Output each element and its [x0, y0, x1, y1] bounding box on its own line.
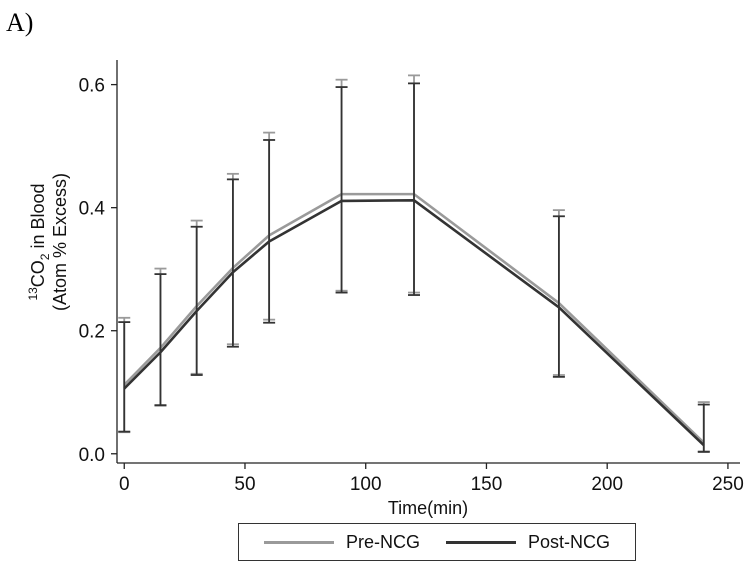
legend-swatch-post: [446, 540, 516, 544]
y-title-isotope: 13: [26, 287, 40, 301]
x-tick-label: 150: [471, 474, 503, 495]
x-tick-label: 0: [119, 474, 130, 495]
y-tick-label: 0.4: [79, 199, 106, 220]
axes: 0 50 100 150 200 250 0.0 0.2 0.4 0.6: [79, 60, 744, 495]
x-tick-label: 50: [234, 474, 255, 495]
legend-label-pre: Pre-NCG: [345, 531, 420, 552]
series-line: [123, 198, 705, 447]
legend: Pre-NCG Post-NCG: [238, 523, 636, 561]
y-title-co: CO: [28, 260, 48, 287]
svg-text:13CO2 in Blood: 13CO2 in Blood: [26, 183, 52, 300]
x-tick-label: 100: [350, 474, 382, 495]
y-title-subscript: 2: [38, 253, 52, 260]
legend-item-pre: Pre-NCG: [263, 531, 420, 553]
panel-label: A): [6, 8, 34, 37]
series-layer: [118, 74, 710, 453]
x-tick-label: 200: [591, 474, 623, 495]
y-title-rest: in Blood: [28, 183, 48, 253]
series-post-ncg: [118, 82, 710, 453]
x-tick-label: 250: [712, 474, 744, 495]
y-axis-title: 13CO2 in Blood (Atom % Excess): [26, 173, 70, 311]
x-axis-title: Time(min): [388, 498, 468, 518]
y-tick-label: 0.6: [79, 76, 105, 97]
y-tick-label: 0.2: [79, 322, 105, 343]
y-tick-label: 0.0: [79, 445, 105, 466]
legend-item-post: Post-NCG: [446, 532, 610, 553]
legend-label-post: Post-NCG: [528, 531, 611, 552]
legend-swatch-pre: [263, 540, 334, 544]
line-chart: 0 50 100 150 200 250 0.0 0.2 0.4 0.6 Time(min) 13…: [26, 60, 744, 518]
y-title-line2: (Atom % Excess): [50, 173, 70, 311]
